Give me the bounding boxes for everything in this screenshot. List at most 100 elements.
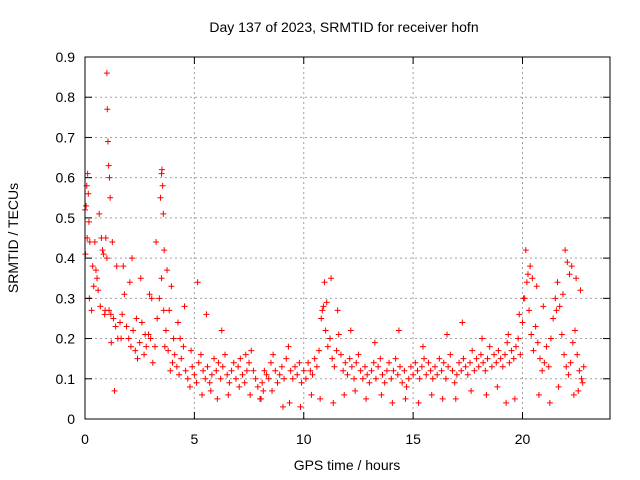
data-point <box>503 399 510 406</box>
data-point <box>529 275 536 282</box>
data-point <box>555 383 562 390</box>
data-point <box>410 371 417 378</box>
data-point <box>219 363 226 370</box>
data-point <box>452 395 459 402</box>
data-point <box>153 239 160 246</box>
data-point <box>308 391 315 398</box>
data-point <box>438 367 445 374</box>
data-point <box>460 355 467 362</box>
data-point <box>174 319 181 326</box>
data-point <box>464 371 471 378</box>
x-axis-label: GPS time / hours <box>294 457 401 473</box>
data-point <box>331 363 338 370</box>
x-tick-label: 5 <box>190 431 198 447</box>
data-point <box>90 283 97 290</box>
data-point <box>449 367 456 374</box>
data-point <box>200 367 207 374</box>
data-point <box>250 367 257 374</box>
data-point <box>342 359 349 366</box>
data-point <box>329 355 336 362</box>
data-point <box>414 367 421 374</box>
data-point <box>287 367 294 374</box>
data-point <box>569 339 576 346</box>
plot-frame <box>84 56 611 420</box>
data-point <box>469 347 476 354</box>
data-point <box>495 347 502 354</box>
data-point <box>516 311 523 318</box>
data-point <box>138 319 145 326</box>
data-point <box>243 367 250 374</box>
data-point <box>207 387 214 394</box>
data-point <box>564 259 571 266</box>
data-point <box>475 363 482 370</box>
data-point <box>100 251 107 258</box>
data-point <box>458 367 465 374</box>
data-point <box>317 395 324 402</box>
data-point <box>554 279 561 286</box>
data-point <box>125 335 132 342</box>
data-point <box>143 343 150 350</box>
data-point <box>508 347 515 354</box>
data-point <box>107 311 114 318</box>
data-point <box>208 371 215 378</box>
data-point <box>497 355 504 362</box>
data-point <box>473 355 480 362</box>
data-point <box>278 363 285 370</box>
data-point <box>528 331 535 338</box>
data-point <box>480 359 487 366</box>
data-point <box>330 399 337 406</box>
data-point <box>99 247 106 254</box>
data-point <box>173 363 180 370</box>
data-point <box>316 347 323 354</box>
data-point <box>89 263 96 270</box>
data-point <box>241 379 248 386</box>
data-point <box>270 351 277 358</box>
data-point <box>526 307 533 314</box>
data-point <box>169 359 176 366</box>
data-point <box>506 359 513 366</box>
data-point <box>574 351 581 358</box>
data-point <box>228 367 235 374</box>
data-point <box>539 367 546 374</box>
data-point <box>272 367 279 374</box>
data-point <box>267 359 274 366</box>
data-point <box>246 359 253 366</box>
data-point <box>157 194 164 201</box>
data-point <box>328 275 335 282</box>
data-point <box>453 371 460 378</box>
data-point <box>488 363 495 370</box>
data-point <box>572 327 578 334</box>
data-point <box>103 70 110 77</box>
data-point <box>436 355 443 362</box>
data-point <box>147 335 154 342</box>
data-point <box>113 263 120 270</box>
data-point <box>532 323 539 330</box>
data-point <box>377 355 384 362</box>
data-point <box>164 267 171 274</box>
chart-title: Day 137 of 2023, SRMTID for receiver hof… <box>209 19 478 35</box>
data-point <box>235 363 242 370</box>
data-point <box>148 295 155 302</box>
data-point <box>428 391 435 398</box>
y-tick-label: 0.2 <box>56 331 76 347</box>
data-point <box>106 174 113 181</box>
data-point <box>225 391 232 398</box>
data-point <box>357 367 364 374</box>
data-point <box>535 391 542 398</box>
data-point <box>214 395 221 402</box>
data-point <box>439 395 446 402</box>
data-point <box>199 391 206 398</box>
data-point <box>483 391 490 398</box>
data-point <box>479 335 486 342</box>
data-point <box>239 371 246 378</box>
data-point <box>305 359 312 366</box>
data-point <box>195 359 202 366</box>
data-point <box>217 375 224 382</box>
data-point <box>279 403 286 410</box>
data-point <box>182 367 189 374</box>
data-point <box>168 283 175 290</box>
data-point <box>127 343 134 350</box>
data-point <box>309 371 316 378</box>
data-point <box>108 339 115 346</box>
